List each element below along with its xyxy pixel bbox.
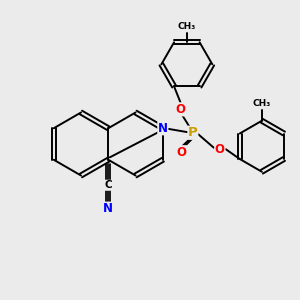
Text: O: O bbox=[176, 103, 186, 116]
Text: CH₃: CH₃ bbox=[178, 22, 196, 31]
Text: O: O bbox=[177, 146, 187, 159]
Text: N: N bbox=[103, 202, 113, 215]
Text: CH₃: CH₃ bbox=[253, 99, 271, 108]
Text: N: N bbox=[158, 122, 168, 135]
Text: C: C bbox=[104, 180, 112, 190]
Text: O: O bbox=[215, 143, 225, 156]
Text: P: P bbox=[188, 126, 198, 139]
